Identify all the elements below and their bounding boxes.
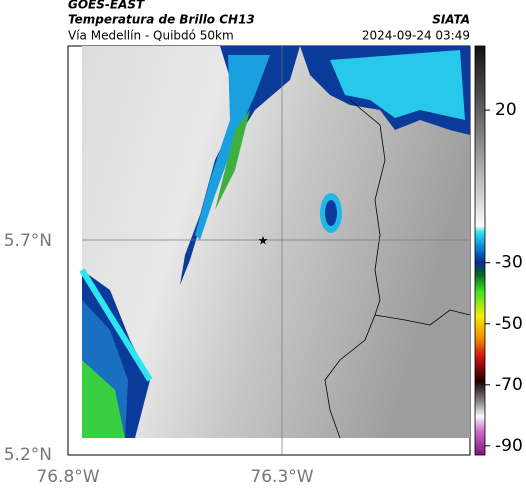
lon-label: 76.8°W: [36, 467, 99, 487]
colorbar-tick-label: -70: [495, 375, 523, 395]
lon-label: 76.3°W: [250, 467, 313, 487]
map-area: ★: [67, 45, 471, 456]
svg-text:★: ★: [258, 234, 269, 248]
colorbar-tick-label: 20: [495, 100, 517, 120]
colorbar-tick-label: -30: [495, 253, 523, 273]
subtitle: Vía Medellín - Quibdó 50km: [68, 29, 234, 43]
lat-label: 5.7°N: [4, 231, 52, 251]
timestamp: 2024-09-24 03:49: [362, 29, 470, 43]
colorbar-tick-label: -90: [495, 436, 523, 456]
title: Temperatura de Brillo CH13: [68, 13, 255, 27]
colorbar-tick-label: -50: [495, 314, 523, 334]
lat-label: 5.2°N: [4, 445, 52, 465]
product: GOES-EAST: [68, 0, 145, 12]
colorbar: [474, 45, 486, 456]
source: SIATA: [432, 13, 470, 27]
